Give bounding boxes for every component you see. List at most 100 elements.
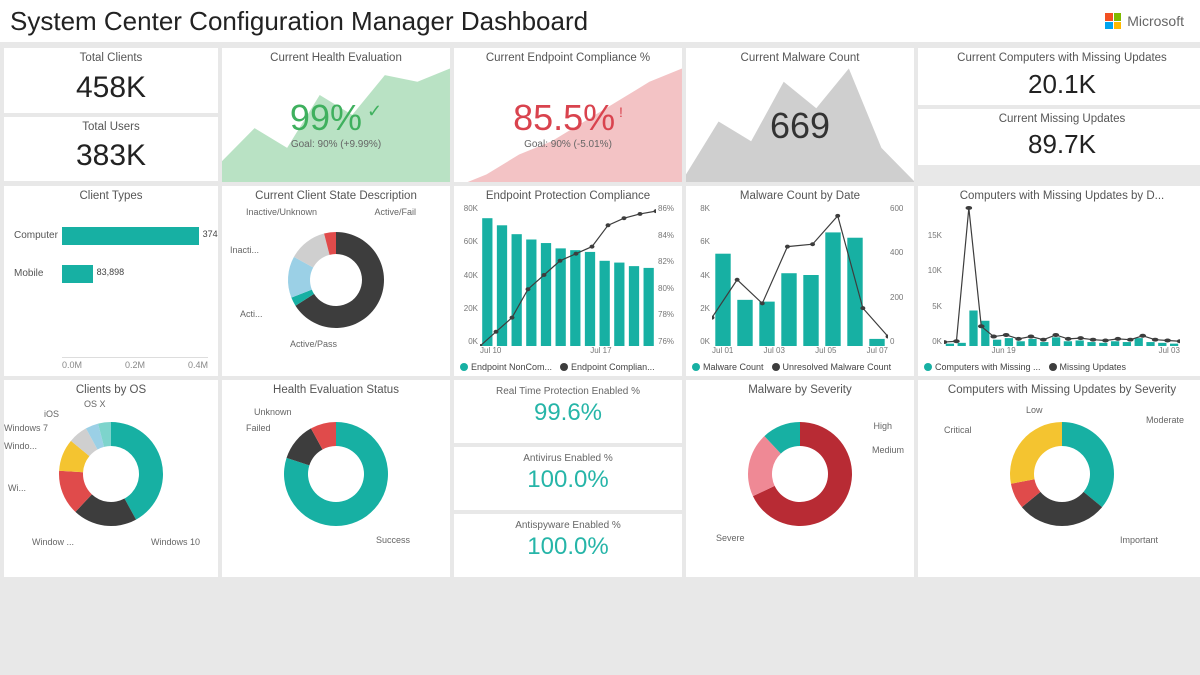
kpi-title: Total Clients bbox=[4, 48, 218, 67]
axis-tick: 0.0M bbox=[62, 360, 82, 370]
donut-chart: High Medium Severe bbox=[686, 399, 914, 549]
dashboard-grid: Total Clients 458K Total Users 383K Curr… bbox=[0, 44, 1200, 581]
donut-label: Critical bbox=[944, 425, 972, 435]
donut-chart: Unknown Failed Success bbox=[222, 399, 450, 549]
card-malware-date[interactable]: Malware Count by Date 8K6K4K2K0K 60040020… bbox=[686, 186, 914, 376]
col3-pct-stack: Real Time Protection Enabled % 99.6% Ant… bbox=[454, 380, 682, 577]
bar-label: Computer bbox=[14, 230, 62, 241]
donut-chart: Inactive/Unknown Active/Fail Inacti... Acti… bbox=[222, 205, 450, 355]
donut-label: Moderate bbox=[1146, 415, 1184, 425]
pct-value: 100.0% bbox=[454, 531, 682, 567]
card-realtime-pct[interactable]: Real Time Protection Enabled % 99.6% bbox=[454, 380, 682, 443]
card-health-status[interactable]: Health Evaluation Status Unknown Failed Su… bbox=[222, 380, 450, 577]
kpi-value: 85.5% ! bbox=[513, 97, 623, 139]
bar-value: 83,898 bbox=[97, 267, 125, 277]
card-malware-count[interactable]: Current Malware Count 669 bbox=[686, 48, 914, 182]
kpi-value: 99% ✓ bbox=[290, 97, 382, 139]
card-title: Malware Count by Date bbox=[686, 186, 914, 205]
card-antispyware-pct[interactable]: Antispyware Enabled % 100.0% bbox=[454, 514, 682, 577]
donut-label: iOS bbox=[44, 409, 59, 419]
col1-top-stack: Total Clients 458K Total Users 383K bbox=[4, 48, 218, 182]
y-axis-right: 6004002000 bbox=[890, 204, 912, 346]
pct-value: 99.6% bbox=[454, 397, 682, 433]
goal-text: Goal: 90% (-5.01%) bbox=[454, 139, 682, 150]
card-missing-date[interactable]: Computers with Missing Updates by D... 1… bbox=[918, 186, 1200, 376]
donut-label: Medium bbox=[872, 445, 904, 455]
donut-label: Inacti... bbox=[230, 245, 259, 255]
col5-top-stack: Current Computers with Missing Updates 2… bbox=[918, 48, 1200, 182]
pct-value: 100.0% bbox=[454, 464, 682, 500]
card-endpoint-protection[interactable]: Endpoint Protection Compliance 80K60K40K… bbox=[454, 186, 682, 376]
chart-body bbox=[480, 204, 656, 346]
card-title: Client Types bbox=[4, 186, 218, 205]
chart-body bbox=[944, 204, 1180, 346]
kpi-total-users[interactable]: Total Users 383K bbox=[4, 117, 218, 182]
donut-label: Windo... bbox=[4, 441, 37, 451]
bar-value: 374,382 bbox=[203, 229, 218, 239]
donut-chart: Low Moderate Critical Important bbox=[918, 399, 1200, 549]
page-title: System Center Configuration Manager Dash… bbox=[10, 6, 588, 37]
kpi-total-clients[interactable]: Total Clients 458K bbox=[4, 48, 218, 113]
card-antivirus-pct[interactable]: Antivirus Enabled % 100.0% bbox=[454, 447, 682, 510]
y-axis-left: 8K6K4K2K0K bbox=[688, 204, 710, 346]
donut-label: Failed bbox=[246, 423, 271, 433]
donut-label: Low bbox=[1026, 405, 1043, 415]
card-title: Computers with Missing Updates by D... bbox=[918, 186, 1200, 205]
donut-label: Windows 10 bbox=[151, 537, 200, 547]
donut-label: Wi... bbox=[8, 483, 26, 493]
card-title: Endpoint Protection Compliance bbox=[454, 186, 682, 205]
card-health-eval[interactable]: Current Health Evaluation 99% ✓ Goal: 90… bbox=[222, 48, 450, 182]
card-title: Antispyware Enabled % bbox=[454, 514, 682, 531]
legend: Malware CountUnresolved Malware Count bbox=[686, 360, 914, 376]
donut-label: High bbox=[873, 421, 892, 431]
microsoft-icon bbox=[1105, 13, 1121, 29]
card-clients-os[interactable]: Clients by OS OS XiOSWindows 7Windo...Wi… bbox=[4, 380, 218, 577]
legend: Computers with Missing ...Missing Update… bbox=[918, 360, 1200, 376]
card-client-state[interactable]: Current Client State Description Inactiv… bbox=[222, 186, 450, 376]
card-title: Antivirus Enabled % bbox=[454, 447, 682, 464]
x-axis: Jul 01Jul 03Jul 05Jul 07 bbox=[712, 346, 888, 358]
kpi-value: 669 bbox=[770, 105, 830, 147]
y-axis-right: 86%84%82%80%78%76% bbox=[658, 204, 680, 346]
brand-name: Microsoft bbox=[1127, 13, 1184, 29]
donut-label: Success bbox=[376, 535, 410, 545]
kpi-title: Current Computers with Missing Updates bbox=[918, 48, 1200, 67]
chart-body bbox=[712, 204, 888, 346]
card-title: Health Evaluation Status bbox=[222, 380, 450, 399]
donut-chart: OS XiOSWindows 7Windo...Wi...Window ...W… bbox=[4, 399, 218, 549]
axis-tick: 0.4M bbox=[188, 360, 208, 370]
x-axis: Jun 19Jul 03 bbox=[944, 346, 1180, 358]
y-axis-left: 15K10K5K0K bbox=[920, 204, 942, 346]
legend: Endpoint NonCom...Endpoint Complian... bbox=[454, 360, 682, 376]
donut-label: Active/Pass bbox=[290, 339, 337, 349]
axis-tick: 0.2M bbox=[125, 360, 145, 370]
kpi-missing-computers[interactable]: Current Computers with Missing Updates 2… bbox=[918, 48, 1200, 105]
x-axis: Jul 10Jul 17 bbox=[480, 346, 656, 358]
donut-label: Acti... bbox=[240, 309, 263, 319]
kpi-missing-updates[interactable]: Current Missing Updates 89.7K bbox=[918, 109, 1200, 166]
donut-label: Important bbox=[1120, 535, 1158, 545]
card-title: Computers with Missing Updates by Severi… bbox=[918, 380, 1200, 399]
kpi-value: 89.7K bbox=[918, 127, 1200, 165]
kpi-value: 458K bbox=[4, 67, 218, 113]
donut-label: Unknown bbox=[254, 407, 292, 417]
donut-label: Severe bbox=[716, 533, 745, 543]
card-endpoint-pct[interactable]: Current Endpoint Compliance % 85.5% ! Go… bbox=[454, 48, 682, 182]
brand-logo: Microsoft bbox=[1105, 13, 1184, 29]
header: System Center Configuration Manager Dash… bbox=[0, 0, 1200, 44]
card-missing-severity[interactable]: Computers with Missing Updates by Severi… bbox=[918, 380, 1200, 577]
y-axis-left: 80K60K40K20K0K bbox=[456, 204, 478, 346]
donut-label: Window ... bbox=[32, 537, 74, 547]
check-icon: ✓ bbox=[362, 101, 382, 121]
donut-label: Active/Fail bbox=[374, 207, 416, 217]
donut-label: OS X bbox=[84, 399, 106, 409]
card-client-types[interactable]: Client Types Computer 374,382 Mobile 83,… bbox=[4, 186, 218, 376]
bar bbox=[62, 265, 93, 283]
card-title: Clients by OS bbox=[4, 380, 218, 399]
kpi-value: 20.1K bbox=[918, 67, 1200, 105]
card-malware-severity[interactable]: Malware by Severity HighMediumSevere bbox=[686, 380, 914, 577]
kpi-title: Current Missing Updates bbox=[918, 109, 1200, 128]
goal-text: Goal: 90% (+9.99%) bbox=[222, 139, 450, 150]
donut-label: Inactive/Unknown bbox=[246, 207, 317, 217]
bar bbox=[62, 227, 199, 245]
